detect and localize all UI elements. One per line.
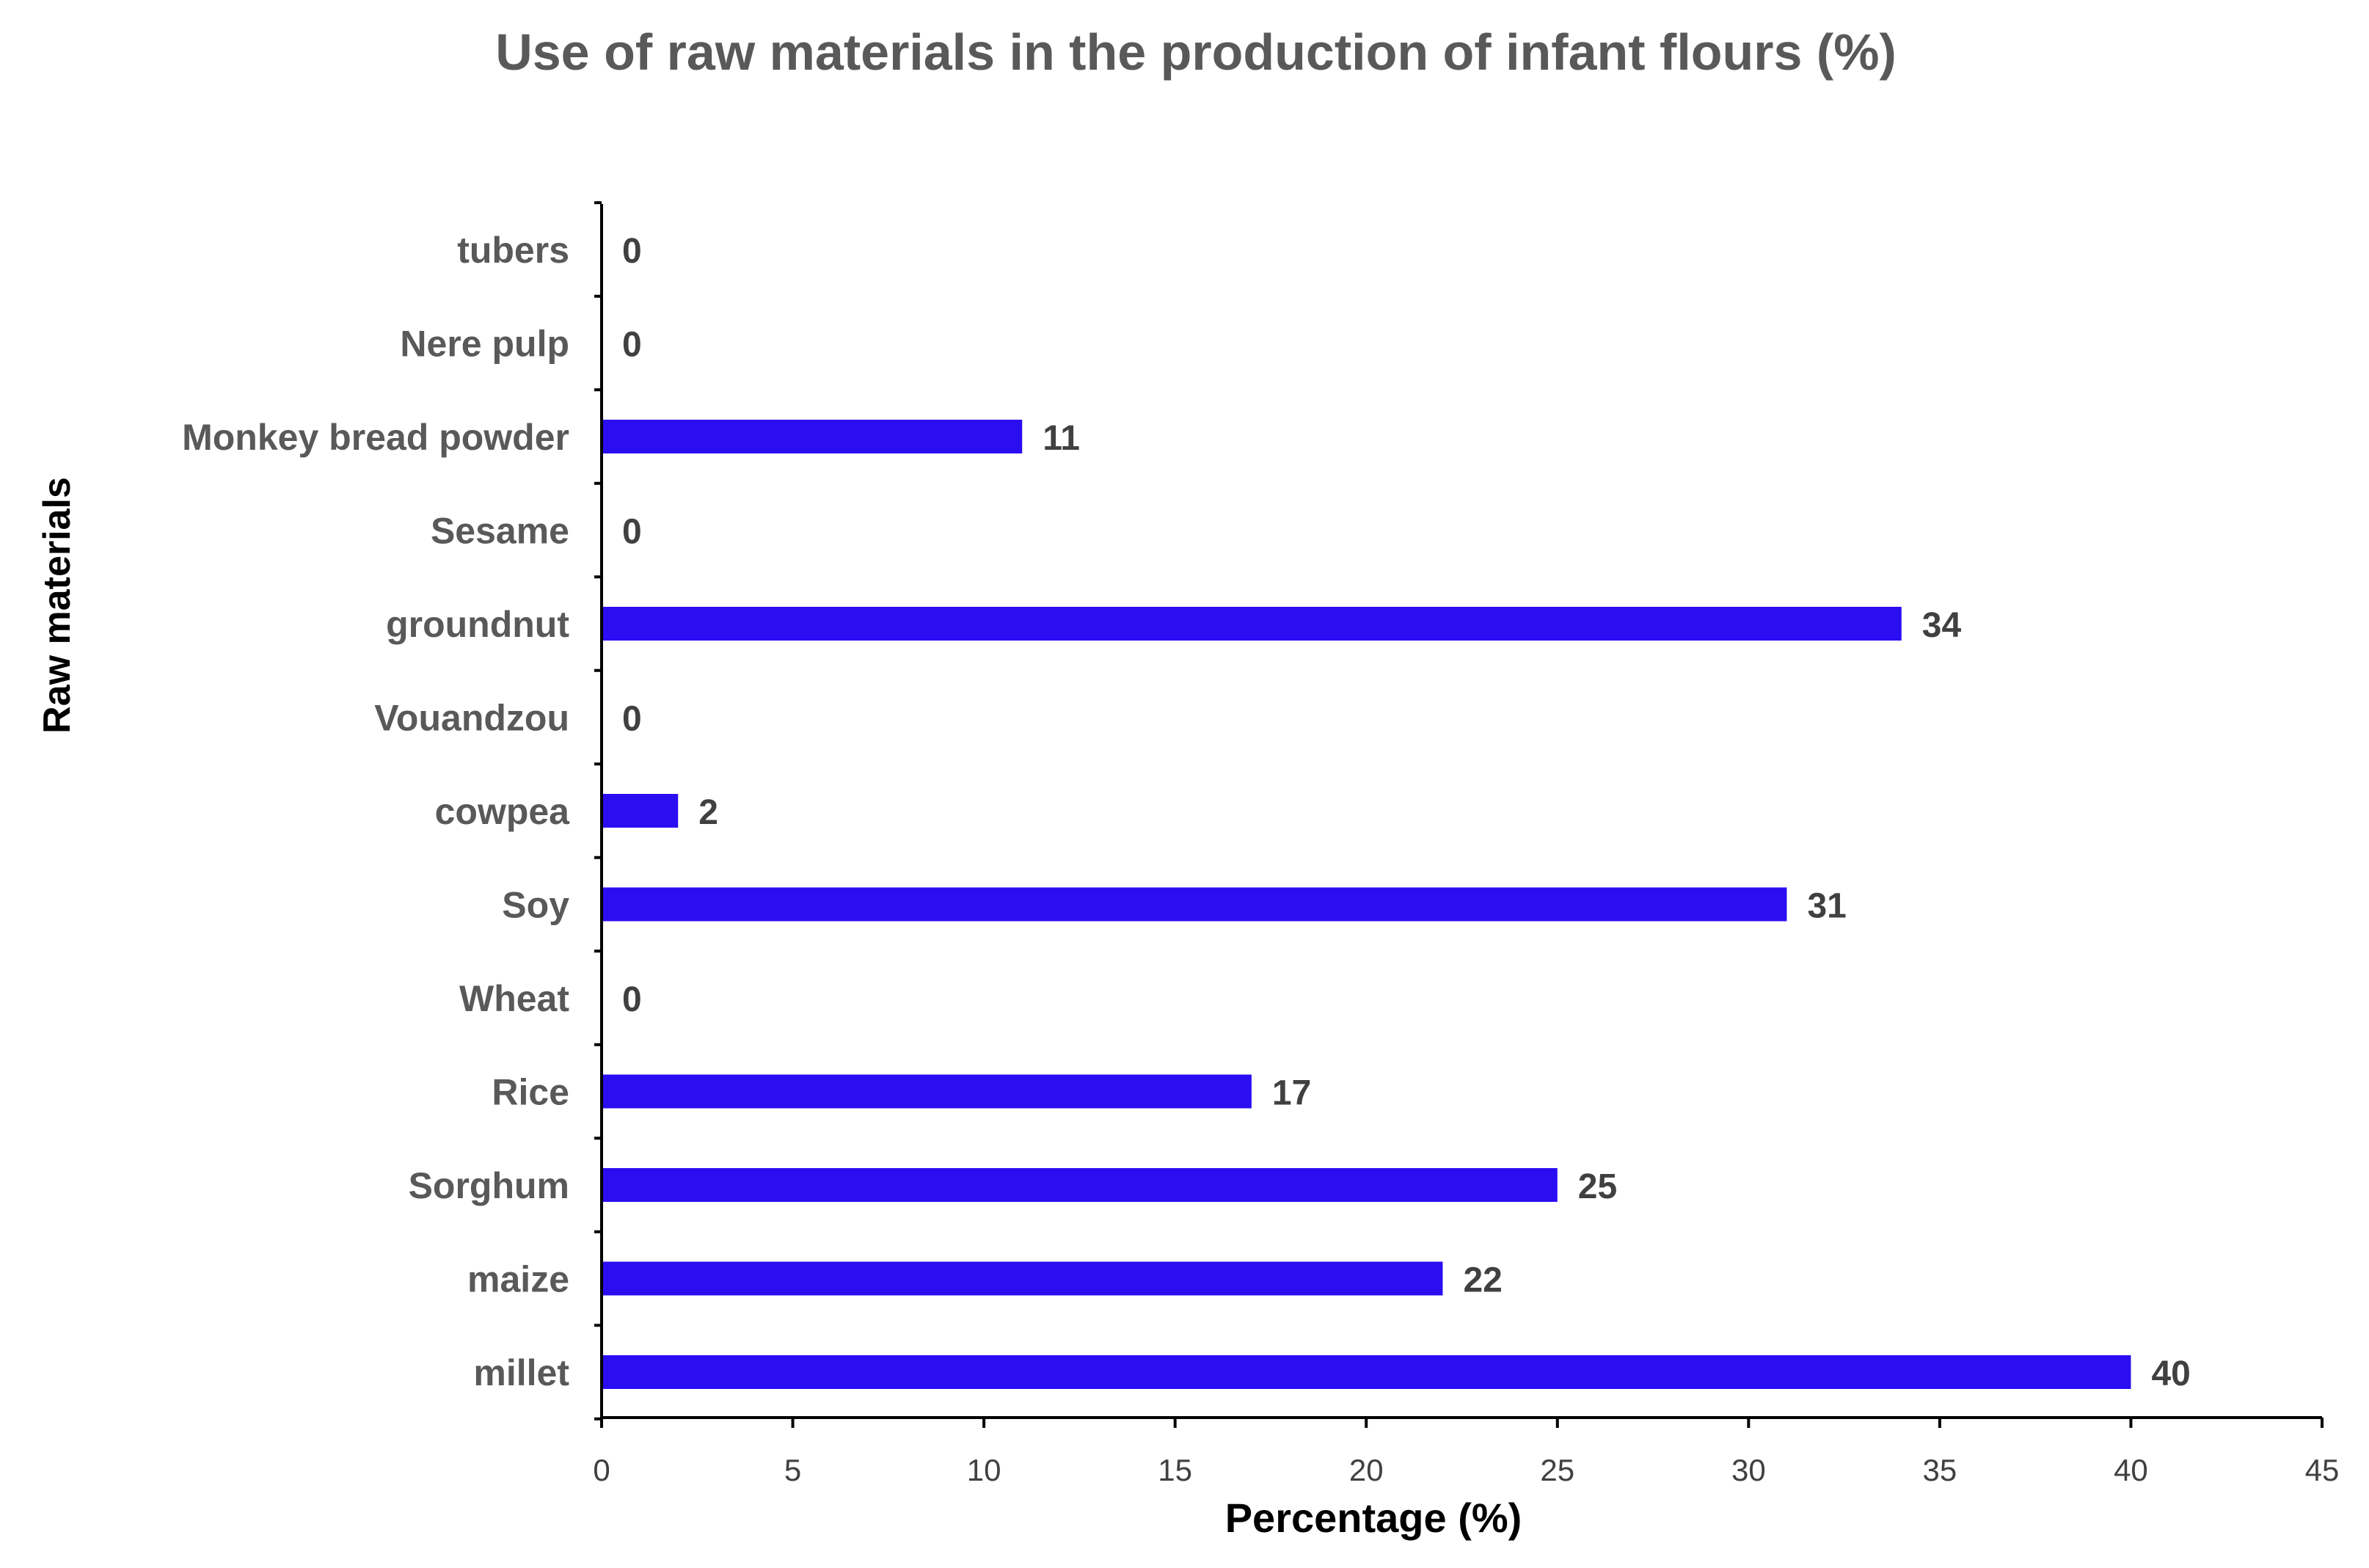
bar [603, 1074, 1252, 1109]
x-axis-title: Percentage (%) [1225, 1495, 1522, 1541]
x-tick-label: 5 [784, 1453, 801, 1487]
data-label: 0 [622, 326, 642, 365]
category-label: Nere pulp [400, 324, 569, 365]
category-label: Monkey bread powder [182, 417, 569, 458]
data-label: 40 [2151, 1354, 2190, 1393]
data-label: 0 [622, 513, 642, 552]
data-label: 25 [1578, 1167, 1617, 1206]
category-label: groundnut [386, 604, 569, 645]
data-label: 31 [1807, 887, 1846, 926]
x-tick-label: 40 [2114, 1453, 2148, 1487]
x-tick-label: 30 [1731, 1453, 1766, 1487]
chart-title: Use of raw materials in the production o… [495, 23, 1897, 81]
category-label: Sorghum [409, 1165, 569, 1206]
data-label: 11 [1043, 419, 1080, 458]
x-tick-label: 20 [1349, 1453, 1384, 1487]
category-label: Vouandzou [374, 698, 569, 739]
data-label: 2 [698, 793, 718, 832]
category-label: millet [473, 1352, 569, 1393]
y-axis-title: Raw materials [36, 477, 79, 734]
x-tick-label: 0 [593, 1453, 610, 1487]
x-tick-label: 45 [2305, 1453, 2340, 1487]
bar [603, 420, 1023, 453]
category-label: Soy [502, 885, 569, 926]
bar [603, 794, 679, 828]
x-tick-label: 35 [1923, 1453, 1957, 1487]
category-label: Wheat [459, 978, 569, 1019]
bar [603, 887, 1787, 922]
category-label: Sesame [431, 511, 569, 552]
bar [603, 607, 1902, 641]
data-label: 34 [1922, 606, 1962, 645]
data-label: 0 [622, 232, 642, 271]
x-tick-label: 25 [1540, 1453, 1574, 1487]
x-tick-label: 15 [1158, 1453, 1192, 1487]
category-label: maize [467, 1259, 569, 1300]
bar [603, 1168, 1558, 1202]
data-label: 0 [622, 980, 642, 1019]
x-tick-label: 10 [967, 1453, 1001, 1487]
data-label: 22 [1463, 1261, 1502, 1300]
category-label: tubers [457, 230, 569, 271]
bar [603, 1355, 2131, 1389]
data-label: 17 [1272, 1074, 1311, 1113]
data-label: 0 [622, 700, 642, 739]
bar [603, 1261, 1443, 1296]
category-label: cowpea [435, 791, 571, 832]
category-label: Rice [492, 1072, 569, 1113]
